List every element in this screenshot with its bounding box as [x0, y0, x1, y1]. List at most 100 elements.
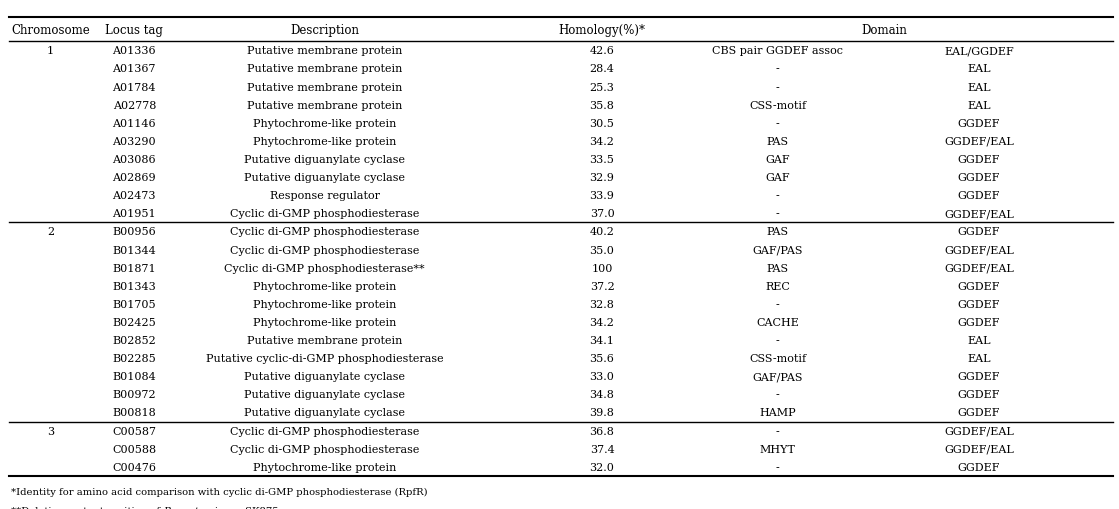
Text: SK875: SK875: [242, 506, 279, 509]
Text: GGDEF/EAL: GGDEF/EAL: [944, 209, 1014, 219]
Text: GGDEF/EAL: GGDEF/EAL: [944, 444, 1014, 454]
Text: 42.6: 42.6: [590, 46, 614, 56]
Text: 25.3: 25.3: [590, 82, 614, 93]
Text: MHYT: MHYT: [760, 444, 796, 454]
Text: Cyclic di-GMP phosphodiesterase: Cyclic di-GMP phosphodiesterase: [229, 227, 420, 237]
Text: GGDEF: GGDEF: [958, 281, 1000, 291]
Text: Phytochrome-like protein: Phytochrome-like protein: [253, 136, 396, 147]
Text: A01146: A01146: [113, 119, 156, 129]
Text: 30.5: 30.5: [590, 119, 614, 129]
Text: GGDEF: GGDEF: [958, 227, 1000, 237]
Text: Putative membrane protein: Putative membrane protein: [247, 100, 402, 110]
Text: GGDEF/EAL: GGDEF/EAL: [944, 426, 1014, 436]
Text: C00588: C00588: [112, 444, 157, 454]
Text: Description: Description: [290, 23, 359, 37]
Text: 36.8: 36.8: [590, 426, 614, 436]
Text: EAL: EAL: [967, 335, 991, 346]
Text: Putative diguanylate cyclase: Putative diguanylate cyclase: [244, 389, 405, 400]
Text: 35.8: 35.8: [590, 100, 614, 110]
Text: C00587: C00587: [112, 426, 157, 436]
Text: Putative diguanylate cyclase: Putative diguanylate cyclase: [244, 173, 405, 183]
Text: B00818: B00818: [112, 408, 157, 418]
Text: A02473: A02473: [113, 191, 156, 201]
Text: 35.6: 35.6: [590, 353, 614, 363]
Text: 40.2: 40.2: [590, 227, 614, 237]
Text: 33.9: 33.9: [590, 191, 614, 201]
Text: 34.2: 34.2: [590, 136, 614, 147]
Text: Response regulator: Response regulator: [270, 191, 379, 201]
Text: CACHE: CACHE: [756, 317, 799, 327]
Text: 32.8: 32.8: [590, 299, 614, 309]
Text: HAMP: HAMP: [760, 408, 796, 418]
Text: -: -: [775, 462, 780, 472]
Text: Cyclic di-GMP phosphodiesterase**: Cyclic di-GMP phosphodiesterase**: [224, 263, 425, 273]
Text: Cyclic di-GMP phosphodiesterase: Cyclic di-GMP phosphodiesterase: [229, 209, 420, 219]
Text: REC: REC: [765, 281, 790, 291]
Text: Putative diguanylate cyclase: Putative diguanylate cyclase: [244, 372, 405, 382]
Text: -: -: [775, 389, 780, 400]
Text: CBS pair GGDEF assoc: CBS pair GGDEF assoc: [712, 46, 844, 56]
Text: PAS: PAS: [767, 263, 789, 273]
Text: Putative membrane protein: Putative membrane protein: [247, 82, 402, 93]
Text: 34.8: 34.8: [590, 389, 614, 400]
Text: 32.9: 32.9: [590, 173, 614, 183]
Text: A01367: A01367: [113, 64, 156, 74]
Text: GGDEF: GGDEF: [958, 299, 1000, 309]
Text: Locus tag: Locus tag: [105, 23, 163, 37]
Text: B02285: B02285: [112, 353, 157, 363]
Text: 33.5: 33.5: [590, 155, 614, 165]
Text: GAF: GAF: [765, 155, 790, 165]
Text: B02852: B02852: [112, 335, 157, 346]
Text: Putative diguanylate cyclase: Putative diguanylate cyclase: [244, 408, 405, 418]
Text: 3: 3: [47, 426, 54, 436]
Text: GGDEF: GGDEF: [958, 462, 1000, 472]
Text: GGDEF/EAL: GGDEF/EAL: [944, 245, 1014, 255]
Text: GAF/PAS: GAF/PAS: [752, 372, 803, 382]
Text: EAL/GGDEF: EAL/GGDEF: [944, 46, 1014, 56]
Text: B01871: B01871: [113, 263, 156, 273]
Text: A01951: A01951: [113, 209, 156, 219]
Text: 28.4: 28.4: [590, 64, 614, 74]
Text: Phytochrome-like protein: Phytochrome-like protein: [253, 119, 396, 129]
Text: A01336: A01336: [113, 46, 156, 56]
Text: -: -: [775, 82, 780, 93]
Text: B. contaminans: B. contaminans: [163, 506, 242, 509]
Text: **Deletion mutant position of: **Deletion mutant position of: [11, 506, 163, 509]
Text: Putative membrane protein: Putative membrane protein: [247, 46, 402, 56]
Text: A01784: A01784: [113, 82, 156, 93]
Text: B02425: B02425: [112, 317, 157, 327]
Text: 35.0: 35.0: [590, 245, 614, 255]
Text: B01084: B01084: [112, 372, 157, 382]
Text: GGDEF/EAL: GGDEF/EAL: [944, 263, 1014, 273]
Text: -: -: [775, 119, 780, 129]
Text: 34.1: 34.1: [590, 335, 614, 346]
Text: GGDEF: GGDEF: [958, 155, 1000, 165]
Text: 39.8: 39.8: [590, 408, 614, 418]
Text: Putative membrane protein: Putative membrane protein: [247, 335, 402, 346]
Text: Phytochrome-like protein: Phytochrome-like protein: [253, 299, 396, 309]
Text: GGDEF: GGDEF: [958, 317, 1000, 327]
Text: B00972: B00972: [113, 389, 156, 400]
Text: Domain: Domain: [862, 23, 906, 37]
Text: CSS-motif: CSS-motif: [749, 100, 807, 110]
Text: -: -: [775, 209, 780, 219]
Text: GAF/PAS: GAF/PAS: [752, 245, 803, 255]
Text: Phytochrome-like protein: Phytochrome-like protein: [253, 281, 396, 291]
Text: A02778: A02778: [113, 100, 156, 110]
Text: Chromosome: Chromosome: [11, 23, 90, 37]
Text: Homology(%)*: Homology(%)*: [558, 23, 646, 37]
Text: CSS-motif: CSS-motif: [749, 353, 807, 363]
Text: 33.0: 33.0: [590, 372, 614, 382]
Text: EAL: EAL: [967, 82, 991, 93]
Text: Putative diguanylate cyclase: Putative diguanylate cyclase: [244, 155, 405, 165]
Text: Cyclic di-GMP phosphodiesterase: Cyclic di-GMP phosphodiesterase: [229, 245, 420, 255]
Text: PAS: PAS: [767, 136, 789, 147]
Text: B01705: B01705: [113, 299, 156, 309]
Text: B01344: B01344: [112, 245, 157, 255]
Text: 32.0: 32.0: [590, 462, 614, 472]
Text: -: -: [775, 299, 780, 309]
Text: 37.4: 37.4: [590, 444, 614, 454]
Text: Cyclic di-GMP phosphodiesterase: Cyclic di-GMP phosphodiesterase: [229, 426, 420, 436]
Text: GAF: GAF: [765, 173, 790, 183]
Text: B01343: B01343: [112, 281, 157, 291]
